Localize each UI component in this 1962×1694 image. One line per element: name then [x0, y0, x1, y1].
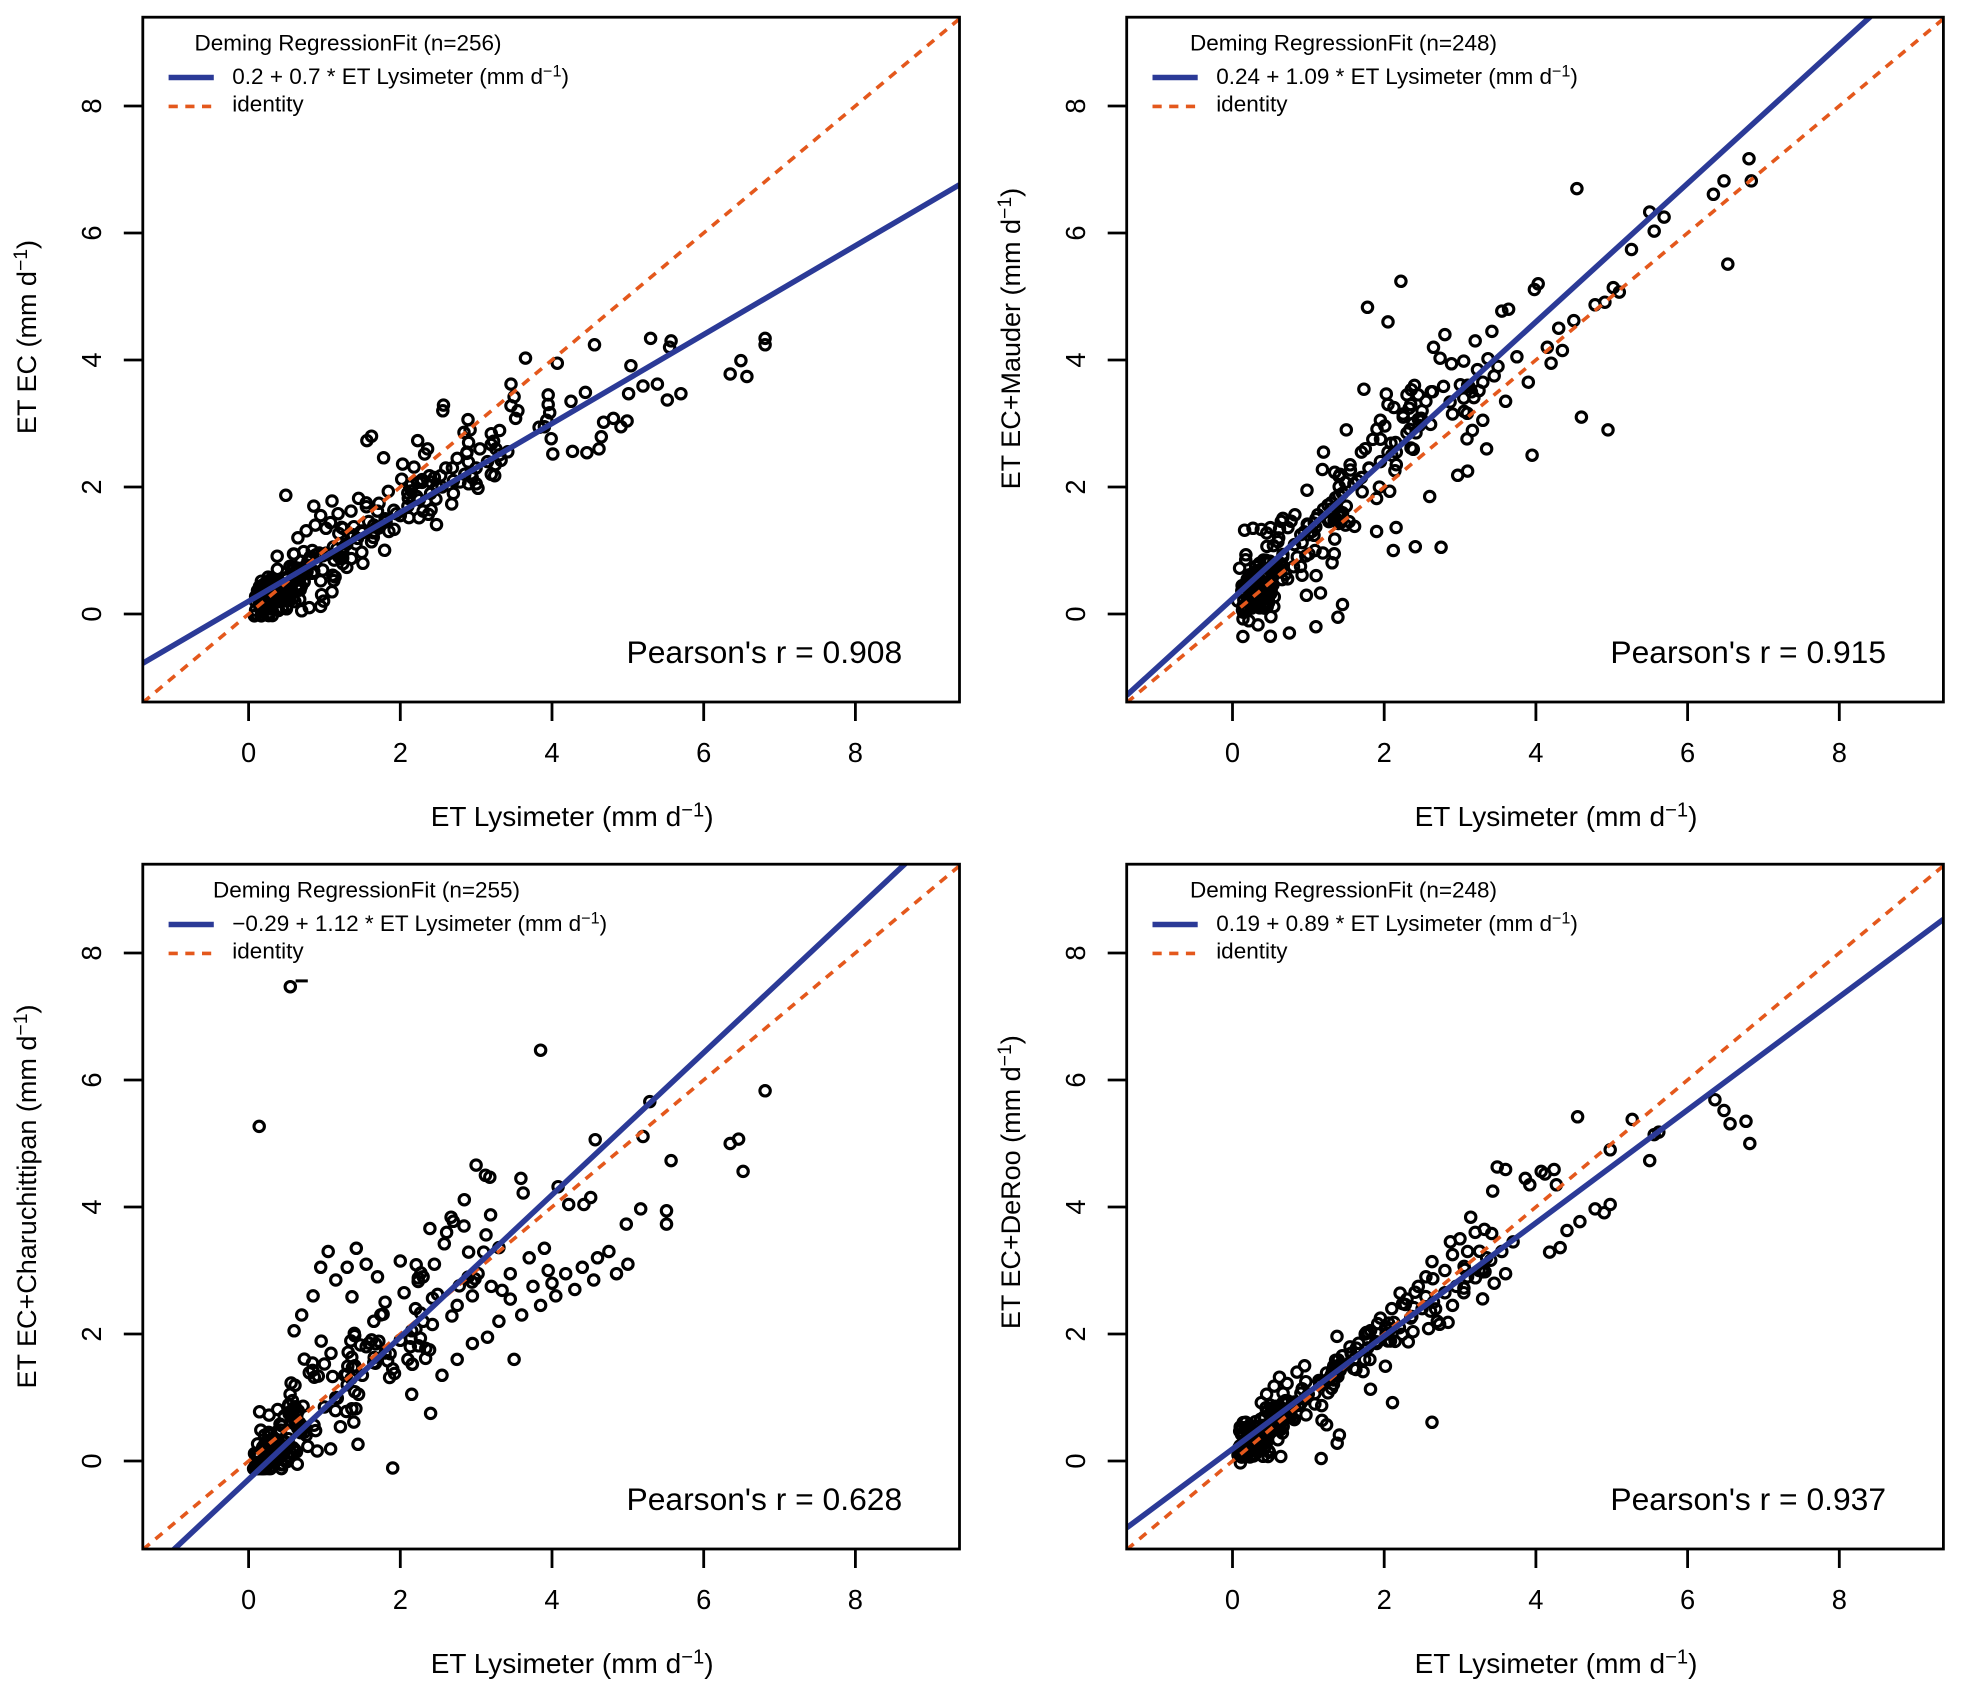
svg-text:Deming RegressionFit (n=256): Deming RegressionFit (n=256)	[195, 31, 502, 56]
svg-text:Deming RegressionFit (n=248): Deming RegressionFit (n=248)	[1190, 31, 1497, 56]
svg-text:ET EC (mm d−1): ET EC (mm d−1)	[10, 240, 42, 434]
svg-text:4: 4	[1060, 352, 1091, 367]
svg-text:2: 2	[393, 737, 408, 768]
svg-text:2: 2	[1377, 1584, 1392, 1615]
svg-text:identity: identity	[1216, 938, 1288, 963]
svg-text:6: 6	[1060, 225, 1091, 240]
svg-text:−0.29 + 1.12 * ET Lysimeter (m: −0.29 + 1.12 * ET Lysimeter (mm d−1)	[232, 910, 607, 936]
svg-text:0: 0	[76, 1453, 107, 1468]
svg-text:2: 2	[76, 479, 107, 494]
svg-text:4: 4	[544, 737, 559, 768]
svg-text:identity: identity	[1216, 91, 1288, 116]
svg-text:Deming RegressionFit (n=248): Deming RegressionFit (n=248)	[1190, 878, 1497, 903]
svg-text:identity: identity	[232, 91, 304, 116]
svg-text:Pearson's r = 0.937: Pearson's r = 0.937	[1610, 1481, 1886, 1517]
svg-text:2: 2	[393, 1584, 408, 1615]
svg-text:6: 6	[1680, 1584, 1695, 1615]
svg-text:4: 4	[76, 1199, 107, 1214]
svg-text:4: 4	[76, 352, 107, 367]
svg-text:8: 8	[1060, 945, 1091, 960]
svg-text:8: 8	[848, 1584, 863, 1615]
svg-text:0: 0	[1060, 606, 1091, 621]
svg-text:ET Lysimeter (mm d−1): ET Lysimeter (mm d−1)	[1415, 800, 1698, 832]
svg-text:8: 8	[76, 945, 107, 960]
svg-text:6: 6	[76, 1072, 107, 1087]
svg-text:Pearson's r = 0.628: Pearson's r = 0.628	[627, 1481, 903, 1517]
svg-text:6: 6	[696, 737, 711, 768]
svg-text:Deming RegressionFit (n=255): Deming RegressionFit (n=255)	[213, 878, 520, 903]
svg-text:ET Lysimeter (mm d−1): ET Lysimeter (mm d−1)	[431, 800, 714, 832]
svg-text:Pearson's r = 0.915: Pearson's r = 0.915	[1610, 634, 1886, 670]
svg-text:2: 2	[1060, 479, 1091, 494]
svg-text:0: 0	[1060, 1453, 1091, 1468]
svg-text:8: 8	[1832, 737, 1847, 768]
svg-text:0.24 + 1.09 * ET Lysimeter (mm: 0.24 + 1.09 * ET Lysimeter (mm d−1)	[1216, 63, 1578, 89]
svg-text:4: 4	[1060, 1199, 1091, 1214]
svg-text:2: 2	[1377, 737, 1392, 768]
svg-text:6: 6	[76, 225, 107, 240]
svg-text:identity: identity	[232, 938, 304, 963]
svg-text:ET EC+Charuchittipan (mm d−1): ET EC+Charuchittipan (mm d−1)	[10, 1005, 42, 1389]
svg-text:0: 0	[1225, 1584, 1240, 1615]
svg-text:2: 2	[76, 1326, 107, 1341]
svg-text:ET Lysimeter (mm d−1): ET Lysimeter (mm d−1)	[431, 1647, 714, 1679]
svg-text:6: 6	[1680, 737, 1695, 768]
svg-text:4: 4	[1528, 1584, 1543, 1615]
svg-text:0: 0	[1225, 737, 1240, 768]
svg-text:6: 6	[1060, 1072, 1091, 1087]
svg-text:ET Lysimeter (mm d−1): ET Lysimeter (mm d−1)	[1415, 1647, 1698, 1679]
svg-text:4: 4	[1528, 737, 1543, 768]
svg-text:0.2 + 0.7 * ET Lysimeter (mm d: 0.2 + 0.7 * ET Lysimeter (mm d−1)	[232, 63, 569, 89]
svg-text:8: 8	[76, 98, 107, 113]
svg-text:ET EC+Mauder (mm d−1): ET EC+Mauder (mm d−1)	[994, 188, 1026, 489]
svg-text:8: 8	[1060, 98, 1091, 113]
svg-text:4: 4	[544, 1584, 559, 1615]
svg-text:0: 0	[76, 606, 107, 621]
svg-text:Pearson's r = 0.908: Pearson's r = 0.908	[627, 634, 903, 670]
svg-text:0: 0	[241, 737, 256, 768]
svg-text:6: 6	[696, 1584, 711, 1615]
svg-text:8: 8	[848, 737, 863, 768]
svg-text:8: 8	[1832, 1584, 1847, 1615]
svg-text:2: 2	[1060, 1326, 1091, 1341]
svg-text:0.19 + 0.89 * ET Lysimeter (mm: 0.19 + 0.89 * ET Lysimeter (mm d−1)	[1216, 910, 1578, 936]
svg-text:0: 0	[241, 1584, 256, 1615]
svg-text:ET EC+DeRoo (mm d−1): ET EC+DeRoo (mm d−1)	[994, 1035, 1026, 1329]
